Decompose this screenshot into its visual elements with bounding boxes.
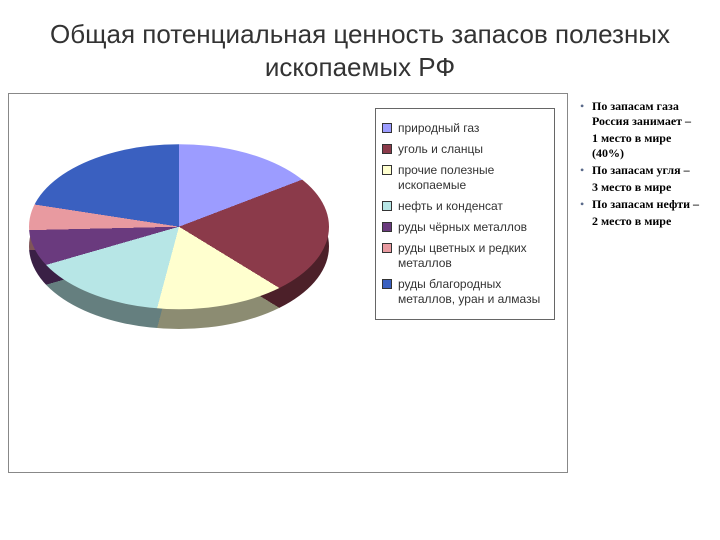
legend-swatch [382,123,392,133]
legend-label: уголь и сланцы [398,142,483,157]
legend-swatch [382,144,392,154]
legend-swatch [382,165,392,175]
pie-face [29,144,329,309]
note-text: По запасам газа Россия занимает – [592,99,691,128]
notes-list: По запасам газа Россия занимает – 1 место… [580,99,704,229]
side-notes: По запасам газа Россия занимает – 1 место… [568,93,708,473]
note-text: По запасам нефти – [592,197,699,211]
chart-legend: природный газ уголь и сланцы прочие полезн… [375,108,555,320]
note-bullet: По запасам нефти – [580,197,704,212]
page-title: Общая потенциальная ценность запасов пол… [0,0,720,93]
legend-item: руды цветных и редких металлов [382,241,546,271]
legend-label: руды благородных металлов, уран и алмазы [398,277,546,307]
legend-label: нефть и конденсат [398,199,503,214]
legend-item: природный газ [382,121,546,136]
legend-swatch [382,243,392,253]
legend-item: руды благородных металлов, уран и алмазы [382,277,546,307]
legend-swatch [382,201,392,211]
chart-container: природный газ уголь и сланцы прочие полезн… [8,93,568,473]
legend-label: прочие полезные ископаемые [398,163,546,193]
legend-item: руды чёрных металлов [382,220,546,235]
note-text: По запасам угля – [592,163,690,177]
legend-label: природный газ [398,121,479,136]
note-plain: 1 место в мире (40%) [580,131,704,161]
note-plain: 2 место в мире [580,214,704,229]
legend-swatch [382,279,392,289]
content-row: природный газ уголь и сланцы прочие полезн… [0,93,720,473]
legend-label: руды цветных и редких металлов [398,241,546,271]
legend-label: руды чёрных металлов [398,220,527,235]
note-bullet: По запасам газа Россия занимает – [580,99,704,129]
legend-item: прочие полезные ископаемые [382,163,546,193]
note-bullet: По запасам угля – [580,163,704,178]
pie-chart [29,164,329,374]
legend-item: уголь и сланцы [382,142,546,157]
legend-swatch [382,222,392,232]
note-plain: 3 место в мире [580,180,704,195]
legend-item: нефть и конденсат [382,199,546,214]
